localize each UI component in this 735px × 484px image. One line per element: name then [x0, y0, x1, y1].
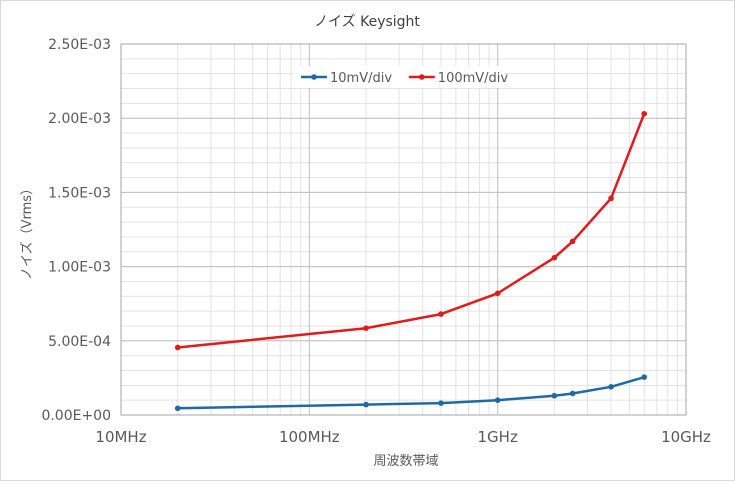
- x-tick-label: 10GHz: [661, 428, 711, 446]
- chart-title: ノイズ Keysight: [314, 14, 420, 30]
- data-point: [438, 311, 444, 317]
- y-tick-label: 1.00E-03: [48, 260, 111, 276]
- x-tick-label: 10MHz: [95, 428, 146, 446]
- series-layer: [174, 110, 648, 412]
- legend-label: 100mV/div: [438, 71, 509, 86]
- data-point: [174, 344, 181, 351]
- data-point: [641, 110, 648, 117]
- x-axis-title: 周波数帯域: [373, 454, 438, 469]
- y-tick-label: 2.50E-03: [48, 37, 111, 53]
- legend-background: [294, 66, 504, 88]
- legend: 10mV/div 100mV/div: [294, 66, 508, 88]
- y-tick-label: 0.00E+00: [41, 408, 111, 424]
- data-point: [494, 397, 501, 403]
- axes: 10MHz 100MHz 1GHz 10GHz 0.00E+00 5.00E-04 1.00…: [41, 37, 711, 446]
- data-point: [569, 390, 576, 397]
- data-point: [494, 290, 501, 297]
- series-line: [177, 375, 645, 410]
- data-point: [363, 401, 369, 408]
- data-point: [608, 384, 614, 390]
- data-point: [608, 195, 614, 202]
- legend-marker: [311, 74, 317, 80]
- data-point: [174, 405, 181, 412]
- legend-marker: [419, 74, 425, 80]
- x-tick-label: 1GHz: [478, 428, 518, 446]
- data-point: [438, 400, 444, 406]
- data-point: [551, 254, 558, 261]
- data-point: [641, 374, 648, 380]
- data-point: [569, 238, 576, 245]
- legend-label: 10mV/div: [330, 71, 392, 86]
- x-tick-label: 100MHz: [279, 428, 340, 446]
- data-point: [551, 392, 558, 399]
- y-tick-label: 2.00E-03: [48, 111, 111, 127]
- data-point: [363, 325, 369, 331]
- y-tick-label: 1.50E-03: [48, 185, 111, 201]
- y-axis-title: ノイズ（Vrms）: [19, 182, 35, 280]
- y-tick-label: 5.00E-04: [48, 334, 111, 350]
- plot-area-border: [120, 43, 687, 416]
- series-line: [177, 113, 646, 349]
- grid: [120, 43, 687, 416]
